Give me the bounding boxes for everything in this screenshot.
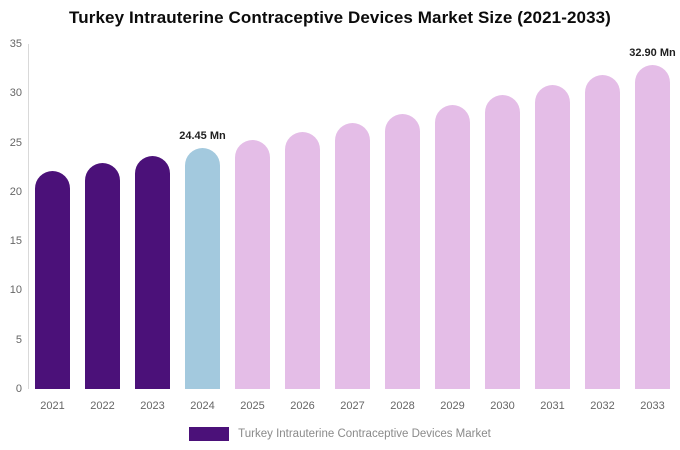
legend[interactable]: Turkey Intrauterine Contraceptive Device… <box>0 426 680 442</box>
x-tick-label-2028: 2028 <box>390 400 415 412</box>
bar-2033 <box>635 64 670 389</box>
x-tick-label-2025: 2025 <box>240 400 265 412</box>
bar-2029 <box>435 104 470 389</box>
x-tick-label-2024: 2024 <box>190 400 215 412</box>
bar-2027 <box>335 122 370 389</box>
chart-title: Turkey Intrauterine Contraceptive Device… <box>69 8 611 27</box>
bar-2024 <box>185 148 220 389</box>
y-tick-label-30: 30 <box>9 87 22 100</box>
y-tick-label-5: 5 <box>15 333 22 346</box>
x-tick-label-2027: 2027 <box>340 400 365 412</box>
bar-2031 <box>535 85 570 389</box>
bar-2028 <box>385 113 420 389</box>
y-axis-line <box>28 44 29 389</box>
x-axis: 2021 2022 2023 2024 2025 2026 2027 2028 2029 2030… <box>35 400 670 414</box>
x-tick-label-2021: 2021 <box>40 400 65 412</box>
legend-label: Turkey Intrauterine Contraceptive Device… <box>238 428 491 440</box>
y-tick-label-25: 25 <box>9 136 22 149</box>
legend-swatch <box>189 427 230 441</box>
y-tick-label-0: 0 <box>15 383 22 395</box>
bar-value-label-2033: 32.90 Mn <box>629 46 676 59</box>
y-tick-label-35: 35 <box>9 38 22 50</box>
x-tick-label-2032: 2032 <box>590 400 615 412</box>
bar-2025 <box>235 139 270 389</box>
plot-area: 24.45 Mn 32.90 Mn <box>35 44 676 389</box>
y-tick-label-15: 15 <box>9 235 22 248</box>
x-tick-label-2026: 2026 <box>290 400 315 412</box>
bar-2022 <box>85 163 120 389</box>
x-tick-label-2033: 2033 <box>640 400 665 412</box>
bar-2032 <box>585 75 620 389</box>
y-tick-label-10: 10 <box>9 284 22 297</box>
x-tick-label-2030: 2030 <box>490 400 515 412</box>
x-tick-label-2029: 2029 <box>440 400 465 412</box>
bar-2023 <box>135 155 170 389</box>
bar-2026 <box>285 131 320 389</box>
x-tick-label-2022: 2022 <box>90 400 115 412</box>
x-tick-label-2023: 2023 <box>140 400 165 412</box>
y-tick-label-20: 20 <box>9 185 22 198</box>
bar-value-label-2024: 24.45 Mn <box>179 130 226 142</box>
x-tick-label-2031: 2031 <box>540 400 565 412</box>
bar-2021 <box>35 170 70 389</box>
bar-2030 <box>485 95 520 389</box>
